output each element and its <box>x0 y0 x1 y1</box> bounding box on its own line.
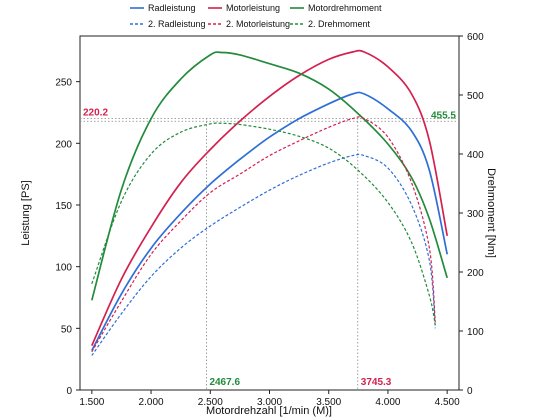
ticks-layer: 1.500 2.000 2.500 3.000 3.500 4.000 4.500 0 50 10… <box>55 32 484 408</box>
x-tick-label: 4.000 <box>375 397 400 408</box>
y-right-tick-label: 300 <box>467 209 484 220</box>
series-line-2-motorleistung <box>91 116 436 353</box>
legend-label: Motordrehmoment <box>308 3 382 13</box>
legend-label: 2. Motorleistung <box>226 19 290 29</box>
x-tick-label: 3.500 <box>316 397 341 408</box>
legend-label: Motorleistung <box>226 3 280 13</box>
annotation-label: 220.2 <box>83 107 108 118</box>
x-axis-title: Motordrehzahl [1/min (M)] <box>206 405 332 417</box>
series-line-2-radleistung <box>91 153 436 356</box>
legend-label: Radleistung <box>148 3 196 13</box>
legend-label: 2. Drehmoment <box>308 19 371 29</box>
series-layer <box>90 49 449 356</box>
x-tick-label: 1.500 <box>79 397 104 408</box>
y-right-tick-label: 600 <box>467 32 484 43</box>
y-left-tick-label: 50 <box>61 324 73 335</box>
y-right-tick-label: 0 <box>467 386 473 397</box>
y-right-tick-label: 500 <box>467 91 484 102</box>
series-line-radleistung <box>91 91 449 351</box>
x-tick-label: 4.500 <box>435 397 460 408</box>
y-right-tick-label: 100 <box>467 327 484 338</box>
y-left-axis-title: Leistung [PS] <box>20 180 32 245</box>
y-right-tick-label: 200 <box>467 268 484 279</box>
y-right-tick-label: 400 <box>467 150 484 161</box>
y-right-axis-title: Drehmoment [Nm] <box>485 168 497 258</box>
annotation-label: 455.5 <box>431 110 456 121</box>
y-left-tick-label: 100 <box>55 263 72 274</box>
x-tick-label: 2.500 <box>198 397 223 408</box>
series-line-motorleistung <box>91 49 449 346</box>
y-left-tick-label: 150 <box>55 201 72 212</box>
x-tick-label: 3.000 <box>257 397 282 408</box>
series-line-2-drehmoment <box>91 122 436 326</box>
y-left-tick-label: 0 <box>66 386 72 397</box>
series-line-motordrehmoment <box>90 51 449 301</box>
y-left-tick-label: 200 <box>55 139 72 150</box>
legend: Radleistung Motorleistung Motordrehmoment 2… <box>130 3 382 29</box>
annotations-layer: 220.2 455.5 2467.6 3745.3 <box>80 107 459 390</box>
annotation-label: 3745.3 <box>361 377 392 388</box>
plot-area-border <box>79 35 460 391</box>
legend-label: 2. Radleistung <box>148 19 206 29</box>
annotation-label: 2467.6 <box>209 377 240 388</box>
x-tick-label: 2.000 <box>139 397 164 408</box>
y-left-tick-label: 250 <box>55 78 72 89</box>
